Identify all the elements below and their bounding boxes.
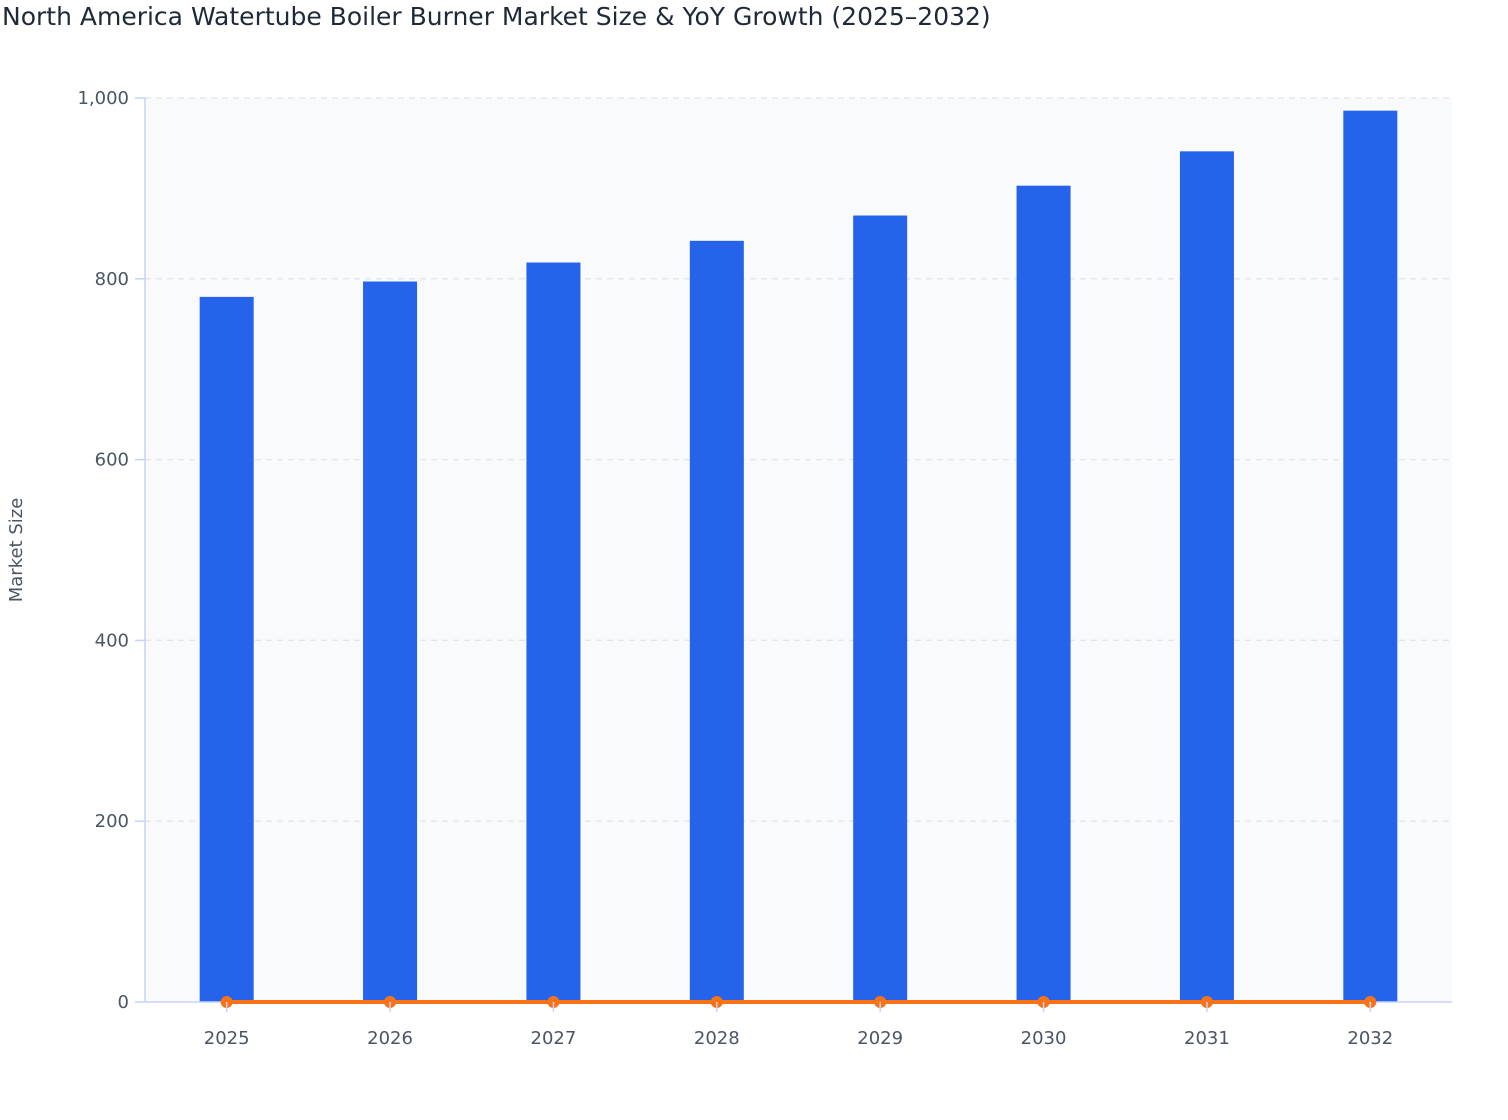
tick-labels: 0 200 400 600 800 1,000 2025 2026 2027 2028 2029 20… <box>77 88 1393 1049</box>
y-axis-title: Market Size <box>6 498 27 603</box>
x-tick-label-2027: 2027 <box>531 1028 577 1049</box>
bar-2029 <box>853 215 908 1002</box>
y-tick-label: 200 <box>95 811 129 832</box>
y-tick-label: 0 <box>118 992 129 1013</box>
bars <box>199 110 1398 1003</box>
bar-2030 <box>1016 185 1071 1003</box>
x-tick-label-2025: 2025 <box>204 1028 250 1049</box>
chart-title: North America Watertube Boiler Burner Ma… <box>2 2 991 31</box>
bar-2031 <box>1179 151 1234 1002</box>
gridlines <box>145 97 1452 822</box>
x-tick-label-2029: 2029 <box>857 1028 903 1049</box>
x-tick-label-2028: 2028 <box>694 1028 740 1049</box>
x-tick-label-2026: 2026 <box>367 1028 413 1049</box>
x-tick-label-2031: 2031 <box>1184 1028 1230 1049</box>
bar-2032 <box>1343 110 1398 1002</box>
bar-2026 <box>363 281 418 1003</box>
plot-background <box>145 98 1452 1002</box>
y-tick-label: 800 <box>95 269 129 290</box>
y-tick-label: 600 <box>95 450 129 471</box>
bar-2027 <box>526 262 581 1002</box>
x-tick-label-2032: 2032 <box>1347 1028 1393 1049</box>
y-tick-label: 1,000 <box>77 88 129 109</box>
x-tick-label-2030: 2030 <box>1021 1028 1067 1049</box>
bar-2025 <box>199 296 254 1002</box>
y-tick-label: 400 <box>95 630 129 651</box>
bar-2028 <box>689 240 744 1002</box>
